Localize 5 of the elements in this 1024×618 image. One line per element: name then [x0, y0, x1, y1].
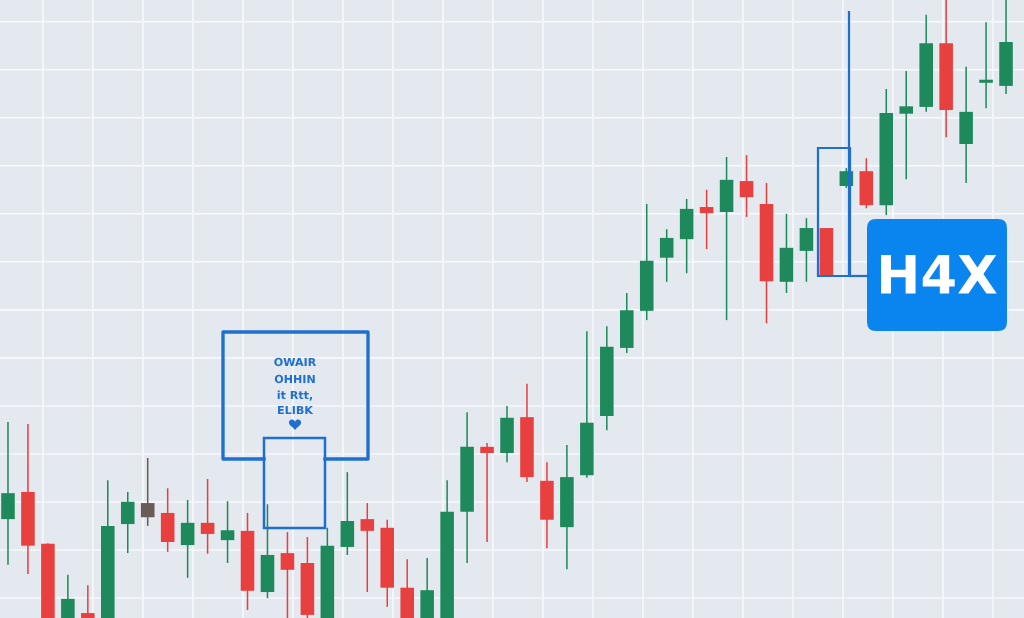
- annotation: ELIBK: [278, 405, 314, 415]
- annotation: OHHIN: [274, 374, 315, 384]
- annotation: H4X: [881, 255, 997, 294]
- annotation: OWAIR: [274, 357, 317, 367]
- annotation: it Rtt,: [277, 390, 313, 401]
